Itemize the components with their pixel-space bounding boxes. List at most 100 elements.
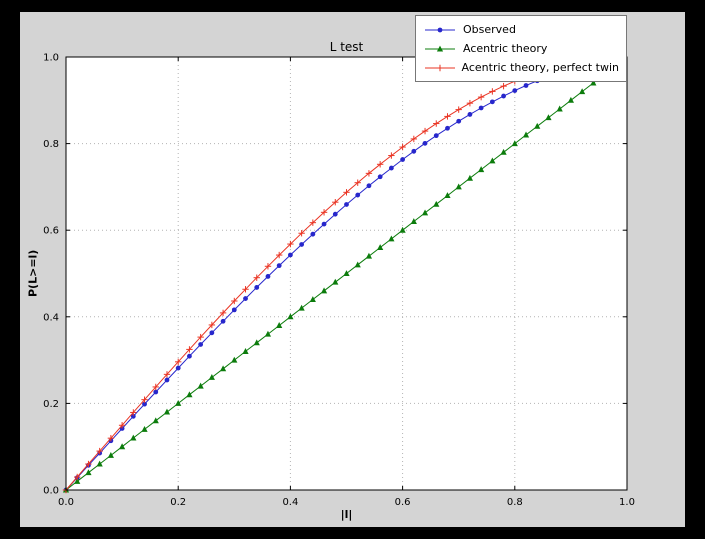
circle-marker (445, 125, 450, 131)
circle-marker (299, 242, 305, 247)
axes-frame (65, 56, 628, 491)
circle-marker (254, 285, 260, 290)
circle-marker (456, 118, 462, 124)
circle-marker (265, 274, 271, 279)
circle-marker (130, 413, 136, 419)
triangle-marker (399, 226, 406, 233)
plot-title: L test (329, 40, 364, 54)
triangle-marker (119, 443, 126, 450)
triangle-marker (478, 166, 485, 173)
circle-marker (321, 221, 327, 227)
triangle-marker (388, 235, 395, 242)
triangle-marker (141, 425, 148, 432)
triangle-marker (152, 417, 159, 424)
circle-marker (400, 157, 405, 162)
x-tick-label: 0.2 (170, 497, 186, 508)
circle-marker (344, 202, 349, 207)
circle-marker (433, 133, 439, 139)
y-tick-label: 0.6 (43, 226, 59, 237)
x-tick-label: 0.6 (395, 497, 411, 508)
triangle-marker (231, 356, 238, 363)
triangle-marker (365, 252, 373, 259)
triangle-marker (175, 400, 182, 406)
circle-marker (243, 296, 248, 301)
y-tick-label: 0.2 (43, 399, 59, 410)
circle-marker (377, 174, 383, 180)
circle-marker (310, 231, 316, 237)
triangle-marker (567, 96, 574, 103)
triangle-marker (332, 278, 339, 285)
x-tick-label: 1.0 (619, 497, 635, 508)
triangle-marker (511, 140, 518, 147)
circle-marker (198, 342, 204, 347)
circle-marker (523, 83, 529, 88)
circle-marker (501, 93, 506, 99)
circle-marker (478, 105, 484, 111)
circle-marker (422, 140, 428, 146)
triangle-marker (579, 88, 586, 95)
triangle-marker (545, 114, 552, 121)
triangle-marker (298, 304, 305, 311)
triangle-marker (377, 244, 384, 251)
legend-sample-circle-icon (425, 27, 455, 32)
triangle-marker (455, 183, 462, 190)
triangle-marker (556, 105, 563, 112)
circle-marker (411, 148, 417, 154)
y-tick-label: 0.4 (43, 312, 59, 323)
circle-marker (220, 318, 226, 324)
triangle-marker (466, 174, 474, 181)
circle-marker (164, 377, 170, 383)
triangle-marker (433, 200, 440, 207)
circle-marker (142, 401, 147, 407)
triangle-marker (309, 296, 316, 302)
triangle-marker (410, 218, 417, 225)
plot-canvas: 0.0 0.2 0.4 0.6 0.8 1.0 0.0 0.2 0.4 0.6 0.8 1.0 (43, 53, 635, 509)
triangle-marker (343, 270, 350, 276)
legend-label: Acentric theory (463, 42, 548, 55)
triangle-marker (107, 451, 114, 458)
triangle-marker (436, 45, 444, 51)
circle-marker (175, 365, 181, 371)
triangle-marker (320, 287, 328, 294)
triangle-marker (219, 365, 227, 372)
circle-marker (209, 330, 215, 336)
triangle-marker (489, 157, 496, 164)
triangle-marker (444, 192, 451, 199)
circle-marker (332, 211, 338, 217)
triangle-marker (354, 261, 361, 268)
legend: Observed Acentric theory Acentric theory, … (415, 15, 627, 82)
triangle-marker (242, 348, 249, 354)
triangle-marker (186, 391, 193, 398)
triangle-marker (253, 339, 260, 346)
triangle-marker (276, 322, 283, 328)
triangle-marker (264, 330, 272, 337)
y-tick-label: 0.0 (43, 486, 59, 497)
legend-item-2: Acentric theory, perfect twin (423, 59, 619, 76)
circle-marker (489, 99, 495, 105)
triangle-marker (208, 374, 215, 380)
circle-marker (288, 252, 293, 258)
legend-sample-triangle-icon (425, 45, 455, 51)
circle-marker (153, 389, 159, 395)
legend-item-1: Acentric theory (423, 40, 619, 57)
triangle-marker (590, 79, 597, 86)
y-tick-label: 1.0 (43, 53, 59, 64)
x-tick-label: 0.8 (507, 497, 523, 508)
circle-marker (467, 112, 473, 117)
circle-marker (388, 165, 394, 171)
triangle-marker (74, 477, 81, 484)
triangle-marker (287, 313, 294, 320)
triangle-marker (96, 460, 103, 467)
legend-sample-plus-icon (425, 64, 455, 71)
x-axis-label: |l| (340, 508, 353, 521)
circle-marker (187, 353, 192, 359)
circle-marker (355, 192, 361, 198)
triangle-marker (163, 408, 171, 415)
circle-marker (512, 88, 518, 94)
triangle-marker (500, 148, 507, 155)
circle-marker (231, 307, 237, 313)
legend-label: Observed (463, 23, 516, 36)
x-tick-label: 0.0 (58, 497, 74, 508)
triangle-marker (534, 122, 541, 129)
